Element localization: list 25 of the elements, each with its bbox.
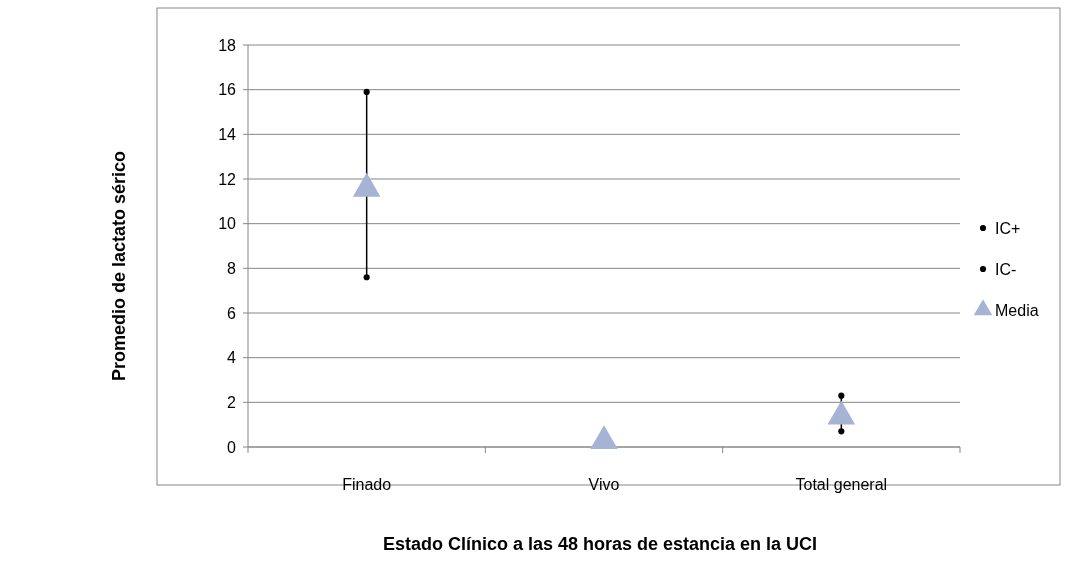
x-tick-label: Finado [342,476,392,493]
y-tick-label: 12 [218,170,237,188]
point [352,172,381,197]
legend-label: IC- [995,260,1017,278]
y-tick-label: 4 [227,349,237,367]
point [363,274,370,281]
x-axis-title: Estado Clínico a las 48 horas de estancia en la UCI [382,534,818,554]
y-tick-label: 8 [227,259,237,277]
y-axis-title: Promedio de lactato sérico [109,150,129,382]
legend-label: Media [995,301,1039,319]
y-tick-label: 2 [227,393,237,411]
point [838,392,845,399]
legend-label: IC+ [995,219,1021,237]
y-tick-label: 10 [218,215,237,233]
y-tick-label: 0 [227,438,237,456]
x-tick-label: Vivo [588,476,620,493]
y-tick-label: 14 [218,125,237,143]
point [363,88,370,95]
x-tick-label: Total general [795,476,888,493]
point [827,400,856,425]
point [838,428,845,435]
y-tick-label: 6 [227,304,237,322]
y-tick-label: 18 [218,36,237,54]
y-tick-label: 16 [218,81,237,99]
point [590,425,618,450]
